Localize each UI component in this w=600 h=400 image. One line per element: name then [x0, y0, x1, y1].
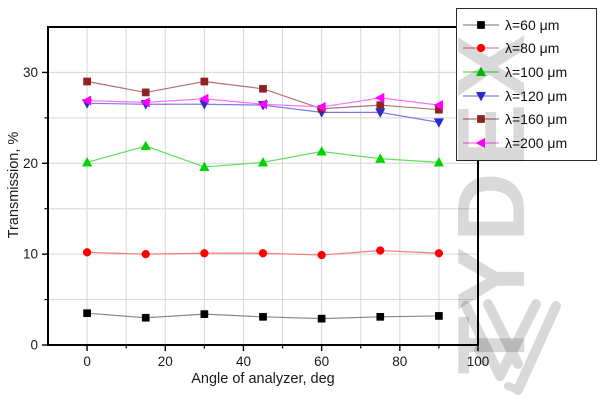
data-point-marker	[259, 312, 267, 321]
legend-item: λ=200 μm	[462, 131, 596, 155]
x-tick-label: 80	[392, 354, 407, 369]
data-point-marker	[376, 312, 385, 321]
data-point-marker	[434, 249, 444, 258]
x-tick-label: 20	[158, 354, 173, 369]
y-tick-label: 30	[23, 65, 38, 80]
legend-label: λ=60 μm	[505, 16, 560, 33]
data-point-marker	[199, 161, 210, 171]
data-point-marker	[200, 77, 209, 86]
data-point-marker	[317, 250, 326, 260]
legend-item: λ=60 μm	[462, 13, 596, 37]
data-point-marker	[141, 88, 150, 97]
data-point-marker	[141, 249, 150, 259]
data-point-marker	[433, 118, 445, 128]
legend-item: λ=120 μm	[462, 84, 596, 108]
legend-marker-triangle-left	[463, 137, 499, 148]
data-point-marker	[316, 101, 326, 113]
legend-label: λ=100 μm	[505, 63, 568, 80]
data-point-marker	[140, 97, 150, 108]
data-point-marker	[375, 153, 386, 163]
legend-marker-triangle-up	[463, 66, 499, 77]
data-point-marker	[81, 156, 93, 167]
legend-label: λ=160 μm	[505, 111, 568, 128]
data-point-marker	[258, 249, 268, 258]
legend-item: λ=160 μm	[462, 107, 596, 131]
x-tick-label: 100	[467, 354, 490, 369]
data-point-marker	[259, 84, 267, 93]
data-point-marker	[83, 309, 91, 318]
data-point-marker	[82, 248, 92, 257]
y-axis-label: Transmission, %	[6, 131, 22, 239]
plot-border	[47, 26, 479, 346]
legend-item: λ=80 μm	[462, 37, 596, 61]
data-point-marker	[433, 100, 443, 111]
data-point-marker	[83, 77, 91, 86]
x-axis-label: Angle of analyzer, deg	[191, 371, 335, 387]
data-point-marker	[200, 310, 209, 318]
legend-label: λ=80 μm	[505, 40, 560, 57]
legend-box: λ=60 μm λ=80 μm λ=100 μm λ=120 μm λ=160 μm λ=…	[456, 8, 597, 161]
legend-marker-square	[463, 115, 499, 124]
legend-marker-circle	[463, 44, 499, 53]
data-point-marker	[433, 156, 445, 167]
x-tick-label: 40	[236, 354, 251, 369]
data-point-marker	[376, 101, 385, 109]
x-tick-label: 0	[83, 354, 91, 369]
data-point-marker	[376, 246, 385, 255]
data-point-marker	[141, 313, 150, 322]
legend-item: λ=100 μm	[462, 60, 596, 84]
x-tick-label: 60	[314, 354, 329, 369]
data-point-marker	[81, 95, 92, 106]
y-tick-label: 20	[23, 156, 38, 171]
data-point-marker	[198, 93, 209, 104]
data-point-marker	[316, 146, 327, 156]
data-point-marker	[257, 156, 269, 167]
data-point-marker	[140, 140, 151, 151]
legend-label: λ=200 μm	[505, 134, 568, 151]
y-tick-label: 0	[30, 338, 38, 353]
legend-marker-triangle-down	[463, 91, 499, 102]
data-point-marker	[257, 99, 268, 110]
data-point-marker	[374, 92, 385, 103]
y-tick-label: 10	[23, 247, 38, 262]
data-point-marker	[317, 314, 326, 323]
legend-label: λ=120 μm	[505, 87, 568, 104]
legend-marker-square	[463, 20, 499, 29]
data-point-marker	[435, 312, 443, 320]
data-point-marker	[200, 249, 209, 258]
